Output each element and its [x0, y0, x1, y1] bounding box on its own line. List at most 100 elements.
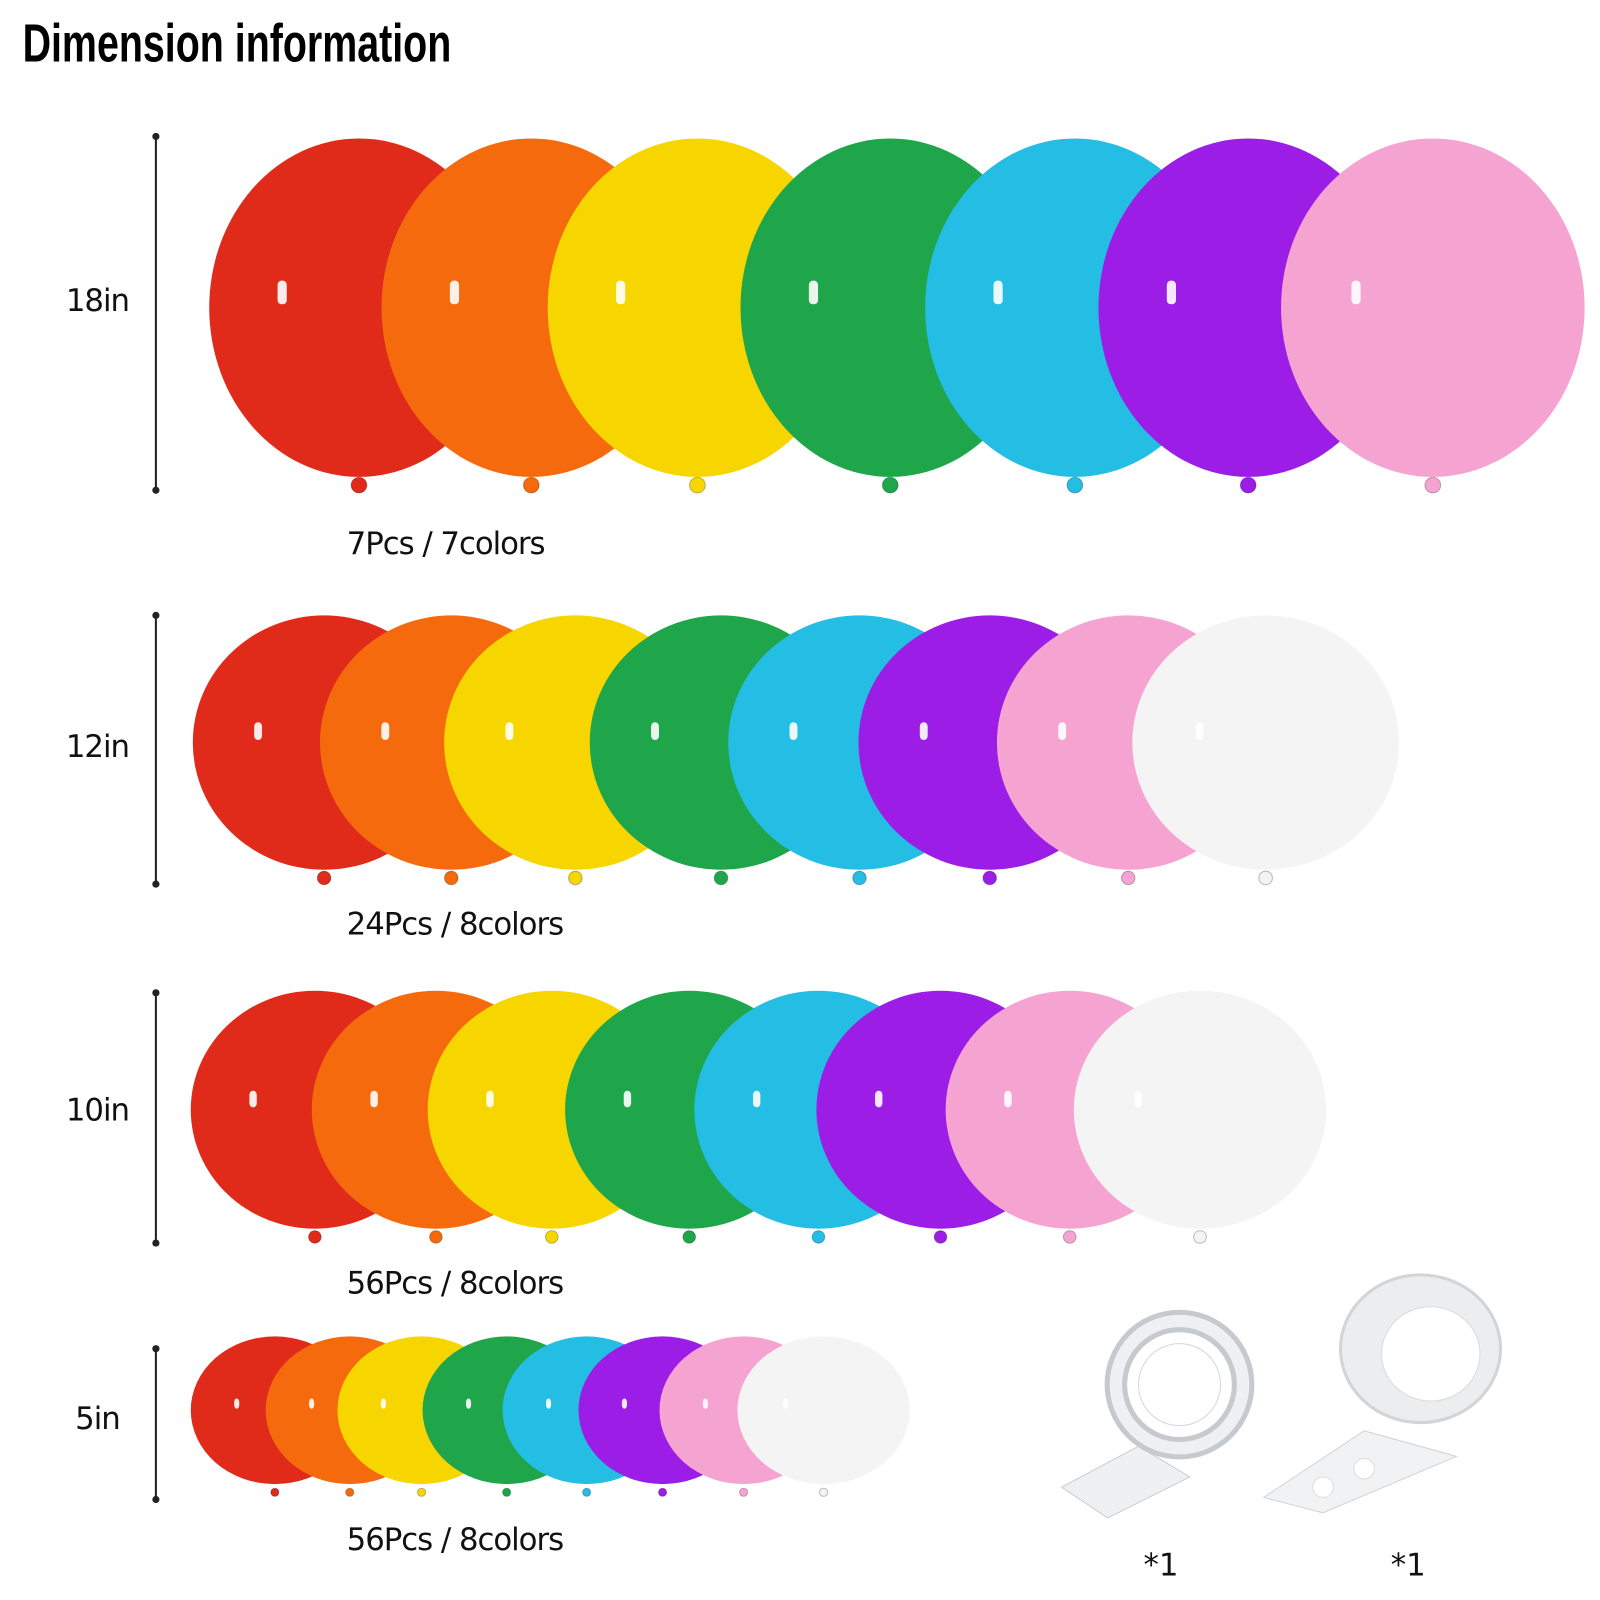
highlight: [1351, 280, 1361, 305]
balloon-knot: [818, 1487, 829, 1497]
balloon-neck: [933, 844, 1047, 861]
highlight: [808, 280, 819, 305]
balloon-neck: [824, 443, 956, 465]
indicator-end: [152, 1345, 160, 1353]
highlight: [993, 280, 1003, 305]
highlight: [381, 722, 390, 741]
indicator-end: [152, 132, 160, 140]
balloon-neck: [465, 443, 597, 465]
highlight: [919, 722, 928, 741]
balloon-neck: [710, 1469, 777, 1479]
balloon-knot: [1066, 476, 1084, 494]
balloon-neck: [629, 1469, 696, 1479]
quantity: *1: [1391, 1548, 1426, 1584]
highlight: [1195, 722, 1204, 741]
balloon-knot: [881, 476, 899, 494]
balloon-knot: [682, 1230, 697, 1244]
balloon-neck: [267, 844, 381, 861]
balloon-knot: [429, 1230, 443, 1244]
highlight: [254, 722, 263, 741]
balloon-neck: [1367, 443, 1499, 465]
glue-dot-strip: [1262, 1273, 1503, 1514]
highlight: [370, 1090, 378, 1108]
balloon-neck: [394, 844, 508, 861]
highlight: [1134, 1090, 1142, 1108]
indicator-end: [152, 1495, 160, 1504]
size-label: 12in: [66, 729, 129, 765]
balloon-knot: [982, 870, 998, 886]
balloon: [1073, 990, 1327, 1244]
balloon-knot: [345, 1487, 355, 1497]
balloon-neck: [383, 1204, 489, 1220]
balloon-neck: [1182, 443, 1314, 465]
balloon-neck: [765, 1204, 872, 1220]
balloon-knot: [713, 870, 729, 886]
balloon-neck: [636, 1204, 743, 1220]
highlight: [621, 1398, 627, 1409]
balloon-neck: [242, 1469, 308, 1479]
balloon-neck: [664, 844, 778, 861]
balloon-knot: [1239, 476, 1257, 494]
indicator-end: [152, 989, 160, 997]
size-label: 10in: [66, 1092, 129, 1128]
indicator-end: [152, 880, 160, 888]
highlight: [1004, 1090, 1012, 1108]
indicator-end: [152, 1239, 160, 1247]
highlight: [449, 280, 460, 305]
balloon-neck: [316, 1469, 383, 1479]
balloon-knot: [544, 1230, 559, 1244]
balloon-neck: [790, 1469, 857, 1479]
balloon-body: [1132, 615, 1399, 870]
glue-dot-roll: [1060, 1309, 1255, 1519]
balloon-body: [737, 1336, 910, 1485]
balloon-neck: [887, 1204, 994, 1220]
highlight: [249, 1090, 257, 1108]
indicator-end: [152, 486, 160, 494]
balloon-knot: [1120, 870, 1136, 886]
balloon-knot: [1062, 1230, 1077, 1244]
balloon-knot: [416, 1487, 427, 1497]
quantity: *1: [1144, 1548, 1179, 1584]
balloon-knot: [811, 1230, 826, 1244]
highlight: [545, 1398, 552, 1409]
balloon-knot: [1193, 1230, 1207, 1244]
highlight: [309, 1398, 315, 1409]
highlight: [875, 1090, 883, 1108]
highlight: [623, 1090, 632, 1108]
balloon-neck: [388, 1469, 455, 1479]
highlight: [277, 280, 287, 305]
highlight: [651, 722, 659, 741]
highlight: [616, 280, 626, 305]
title: Dimension information: [23, 14, 452, 73]
balloon-knot: [308, 1230, 322, 1244]
balloon-body: [1073, 990, 1327, 1229]
count-label: 56Pcs / 8colors: [347, 1266, 563, 1302]
highlight: [752, 1090, 761, 1108]
size-label: 18in: [66, 283, 129, 319]
balloon-knot: [443, 870, 459, 886]
balloon-neck: [553, 1469, 620, 1479]
balloon-knot: [270, 1487, 280, 1497]
balloon-neck: [1016, 1204, 1123, 1220]
balloon-neck: [803, 844, 916, 861]
size-label: 5in: [75, 1401, 120, 1437]
highlight: [789, 722, 798, 741]
balloon-knot: [852, 870, 867, 886]
balloon-knot: [350, 476, 368, 494]
balloon-knot: [316, 870, 332, 886]
highlight: [1166, 280, 1176, 305]
balloon-neck: [1209, 844, 1323, 861]
balloon: [1281, 138, 1585, 494]
balloon-knot: [738, 1487, 749, 1497]
highlight: [380, 1398, 386, 1409]
balloon: [1132, 615, 1399, 886]
highlight: [234, 1398, 240, 1409]
highlight: [486, 1090, 494, 1108]
balloon-neck: [498, 1204, 605, 1220]
balloon-knot: [1258, 870, 1273, 886]
balloon-knot: [568, 870, 583, 886]
balloon-rows: 18in 7Pcs / 7colors 12in 24Pcs / 8colors 10i…: [66, 132, 1585, 1558]
balloon-knot: [522, 476, 540, 494]
